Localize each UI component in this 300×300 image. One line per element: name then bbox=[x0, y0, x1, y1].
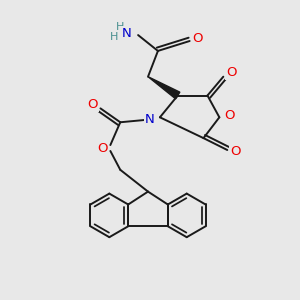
Text: N: N bbox=[145, 113, 155, 126]
Text: O: O bbox=[226, 66, 236, 79]
Text: O: O bbox=[97, 142, 108, 154]
Text: O: O bbox=[230, 146, 241, 158]
Text: O: O bbox=[87, 98, 98, 111]
Text: O: O bbox=[224, 109, 235, 122]
Text: O: O bbox=[192, 32, 203, 44]
Text: H: H bbox=[110, 32, 118, 42]
Text: N: N bbox=[121, 27, 131, 40]
Text: H: H bbox=[116, 22, 124, 32]
Polygon shape bbox=[148, 77, 180, 99]
